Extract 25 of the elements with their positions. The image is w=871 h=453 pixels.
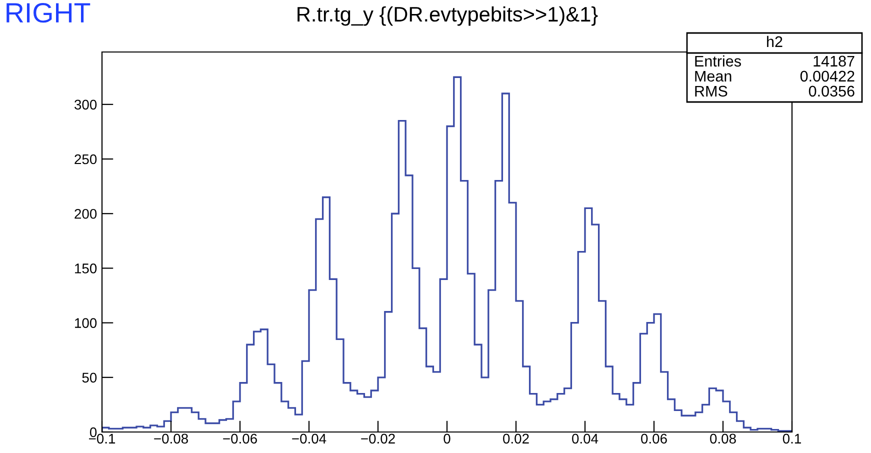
- y-tick-label: 300: [74, 100, 97, 110]
- text: 0.0356: [808, 86, 854, 97]
- y-tick-label: 200: [74, 208, 97, 219]
- text: 0.00422: [800, 70, 854, 82]
- text: h2: [767, 36, 782, 47]
- x-tick-label: 0.02: [503, 434, 529, 444]
- x-tick-label: −0.08: [154, 434, 188, 444]
- y-tick-label: 50: [82, 372, 97, 383]
- x-tick-label: −0.06: [223, 434, 257, 444]
- x-tick-label: 0.1: [782, 434, 801, 444]
- y-tick-label: 150: [75, 264, 97, 274]
- annotation: Entries: [695, 55, 741, 67]
- x-tick-label: 0: [444, 434, 450, 444]
- text: 14187: [814, 56, 854, 67]
- text: RIGHT: [6, 3, 90, 23]
- annotation: RMS: [695, 86, 728, 97]
- x-tick-label: −0.04: [292, 434, 326, 444]
- x-tick-label: −0.02: [361, 434, 395, 444]
- y-tick-label: 100: [75, 318, 97, 328]
- x-tick-label: 0.08: [710, 434, 736, 444]
- x-tick-label: 0.06: [641, 434, 667, 444]
- annotation: Mean: [695, 70, 732, 82]
- y-tick-label: 250: [74, 154, 97, 164]
- x-tick-label: 0.04: [572, 434, 598, 444]
- chart-title: R.tr.tg_y {(DR.evtypebits>>1)&1}: [298, 6, 598, 26]
